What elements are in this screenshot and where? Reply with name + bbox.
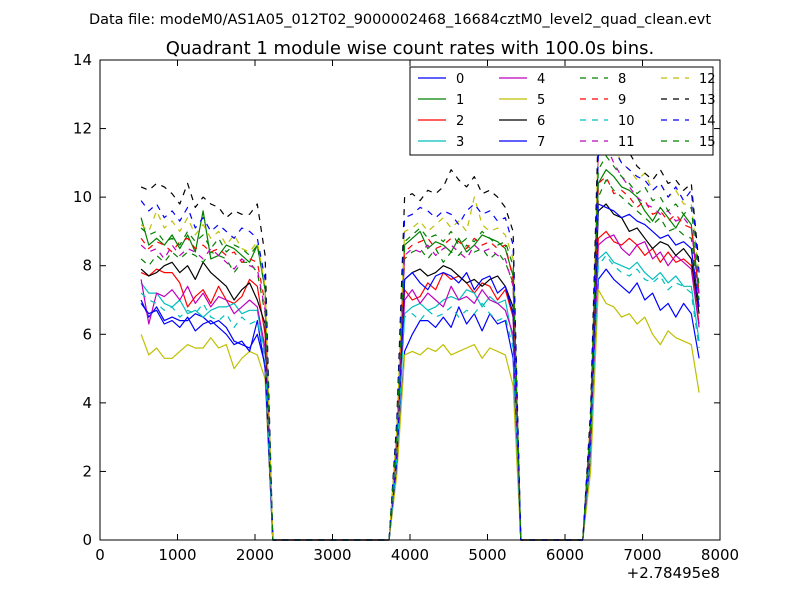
legend-label-13: 13 <box>699 93 716 108</box>
series-line-13 <box>140 107 700 541</box>
legend-label-11: 11 <box>618 135 635 150</box>
x-tick-label: 7000 <box>623 546 661 564</box>
series-line-4 <box>140 234 700 541</box>
legend-label-4: 4 <box>537 72 545 87</box>
chart-suptitle: Data file: modeM0/AS1A05_012T02_90000024… <box>89 12 711 28</box>
y-tick-label: 8 <box>82 257 92 275</box>
legend-label-0: 0 <box>456 72 464 87</box>
legend-label-7: 7 <box>537 135 545 150</box>
x-tick-label: 3000 <box>313 546 351 564</box>
x-tick-label: 2000 <box>236 546 274 564</box>
legend-label-8: 8 <box>618 72 626 87</box>
series-line-10 <box>140 254 700 541</box>
x-tick-label: 0 <box>95 546 105 564</box>
x-tick-label: 4000 <box>391 546 429 564</box>
x-axis: 0 1000 2000 3000 4000 5000 6000 7000 8000 <box>95 60 739 564</box>
y-tick-label: 14 <box>73 51 92 69</box>
legend-label-5: 5 <box>537 93 545 108</box>
legend-label-2: 2 <box>456 114 464 129</box>
plot-lines <box>140 107 700 541</box>
series-line-6 <box>140 203 700 541</box>
series-line-5 <box>140 289 700 541</box>
x-tick-label: 5000 <box>468 546 506 564</box>
series-line-0 <box>140 268 700 541</box>
y-tick-label: 2 <box>82 462 92 480</box>
y-tick-label: 6 <box>82 325 92 343</box>
y-tick-label: 0 <box>82 531 92 549</box>
legend-label-12: 12 <box>699 72 716 87</box>
x-tick-label: 1000 <box>158 546 196 564</box>
legend-label-15: 15 <box>699 135 716 150</box>
x-tick-label: 6000 <box>546 546 584 564</box>
x-tick-label: 8000 <box>701 546 739 564</box>
chart-title: Quadrant 1 module wise count rates with … <box>166 38 655 59</box>
series-line-12 <box>140 128 700 541</box>
y-tick-label: 12 <box>73 120 92 138</box>
series-line-14 <box>140 145 700 541</box>
x-offset-label: +2.78495e8 <box>627 564 720 582</box>
series-line-7 <box>140 203 700 541</box>
legend-label-10: 10 <box>618 114 635 129</box>
legend-label-1: 1 <box>456 93 464 108</box>
series-line-2 <box>140 230 700 541</box>
y-tick-label: 10 <box>73 188 92 206</box>
series-line-3 <box>140 251 700 541</box>
y-tick-label: 4 <box>82 394 92 412</box>
series-line-15 <box>140 155 700 541</box>
series-line-8 <box>140 179 700 541</box>
legend-label-3: 3 <box>456 135 464 150</box>
series-line-11 <box>140 145 700 541</box>
legend-box <box>409 66 714 156</box>
series-line-9 <box>140 176 700 541</box>
series-line-1 <box>140 169 700 541</box>
legend-label-9: 9 <box>618 93 626 108</box>
legend-label-14: 14 <box>699 114 716 129</box>
legend-label-6: 6 <box>537 114 545 129</box>
